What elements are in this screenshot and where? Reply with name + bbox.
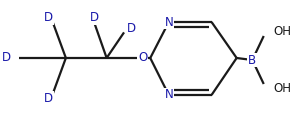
Text: D: D bbox=[90, 11, 99, 24]
Text: OH: OH bbox=[274, 25, 292, 38]
Text: O: O bbox=[138, 51, 147, 64]
Text: D: D bbox=[127, 22, 136, 35]
Text: N: N bbox=[164, 15, 173, 29]
Text: B: B bbox=[248, 54, 256, 66]
Text: D: D bbox=[44, 11, 53, 24]
Text: N: N bbox=[164, 89, 173, 102]
Text: OH: OH bbox=[274, 82, 292, 95]
Text: D: D bbox=[44, 92, 53, 105]
Text: D: D bbox=[2, 51, 11, 64]
